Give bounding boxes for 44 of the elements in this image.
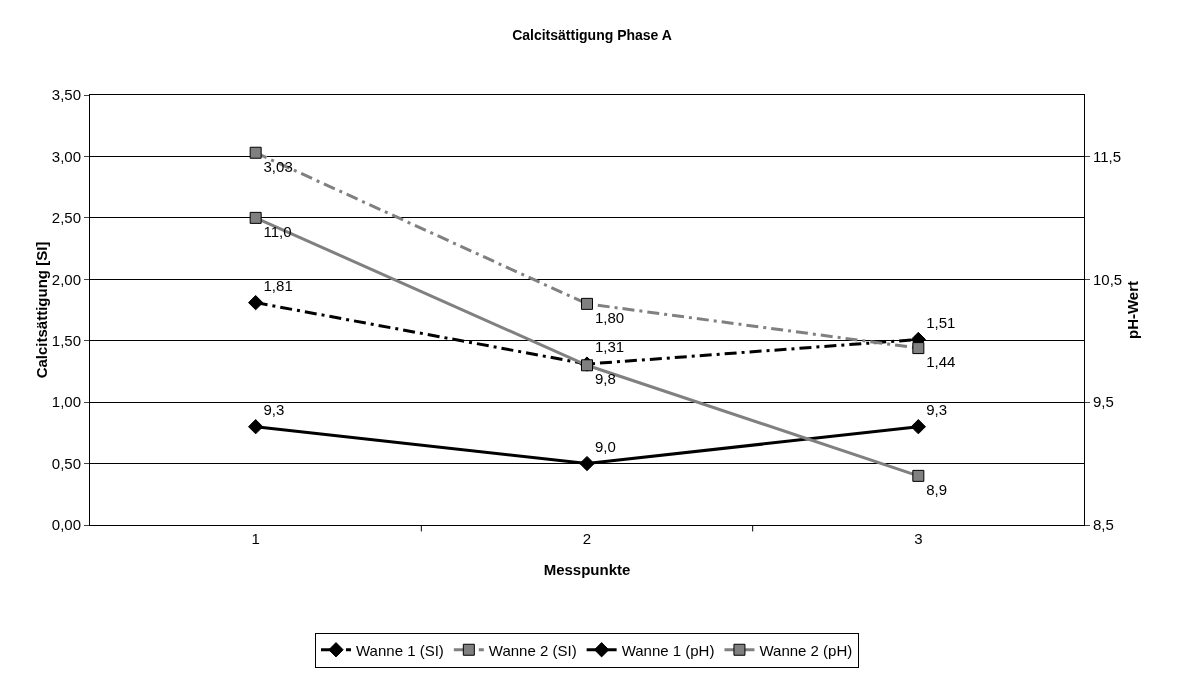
x-axis-title: Messpunkte	[543, 561, 631, 578]
y-tick-label: 2,50	[51, 209, 81, 227]
data-label: 3,03	[263, 157, 293, 175]
y2-tick-label: 8,5	[1093, 516, 1114, 534]
x-tick-label: 2	[582, 530, 592, 547]
point	[912, 342, 925, 355]
chart-title: Calcitsättigung Phase A	[512, 27, 672, 44]
point	[912, 469, 925, 482]
y2-tick-label: 11,5	[1093, 147, 1122, 165]
y-tick-label: 0,50	[51, 454, 81, 472]
data-label: 9,3	[926, 401, 948, 419]
y-tick-label: 3,00	[51, 147, 81, 165]
x-tick-label: 3	[914, 530, 923, 547]
data-label: 9,0	[594, 437, 616, 455]
y2-axis-title: pH-Wert	[1124, 280, 1142, 340]
point	[579, 455, 595, 472]
data-label: 1,51	[926, 313, 956, 331]
legend-label: Wanne 1 (SI)	[356, 641, 444, 659]
y2-tick-label: 9,5	[1093, 393, 1114, 411]
point	[581, 297, 593, 310]
data-label: 9,3	[263, 401, 285, 419]
data-label: 9,8	[594, 370, 616, 388]
data-label: 11,0	[263, 222, 292, 240]
point	[248, 294, 264, 311]
point	[248, 419, 264, 435]
data-label: 8,9	[926, 480, 948, 498]
data-label: 1,81	[263, 277, 293, 295]
data-label: 1,44	[926, 353, 956, 371]
y-axis-title: Calcitsättigung [SI]	[32, 241, 50, 379]
data-label: 1,31	[594, 338, 625, 356]
legend-label: Wanne 1 (pH)	[621, 641, 715, 659]
x-tick-label: 1	[251, 530, 260, 547]
point	[249, 146, 262, 159]
legend-label: Wanne 2 (SI)	[488, 641, 577, 659]
y-tick-label: 1,00	[51, 393, 81, 411]
y-tick-label: 3,50	[51, 86, 81, 104]
y-tick-label: 0,00	[51, 516, 81, 534]
y-tick-label: 1,50	[51, 331, 81, 349]
y2-tick-label: 10,5	[1093, 270, 1123, 288]
point	[249, 211, 262, 224]
y-tick-label: 2,00	[51, 270, 81, 288]
legend-label: Wanne 2 (pH)	[759, 641, 853, 659]
data-label: 1,80	[594, 308, 625, 326]
point	[910, 419, 926, 435]
